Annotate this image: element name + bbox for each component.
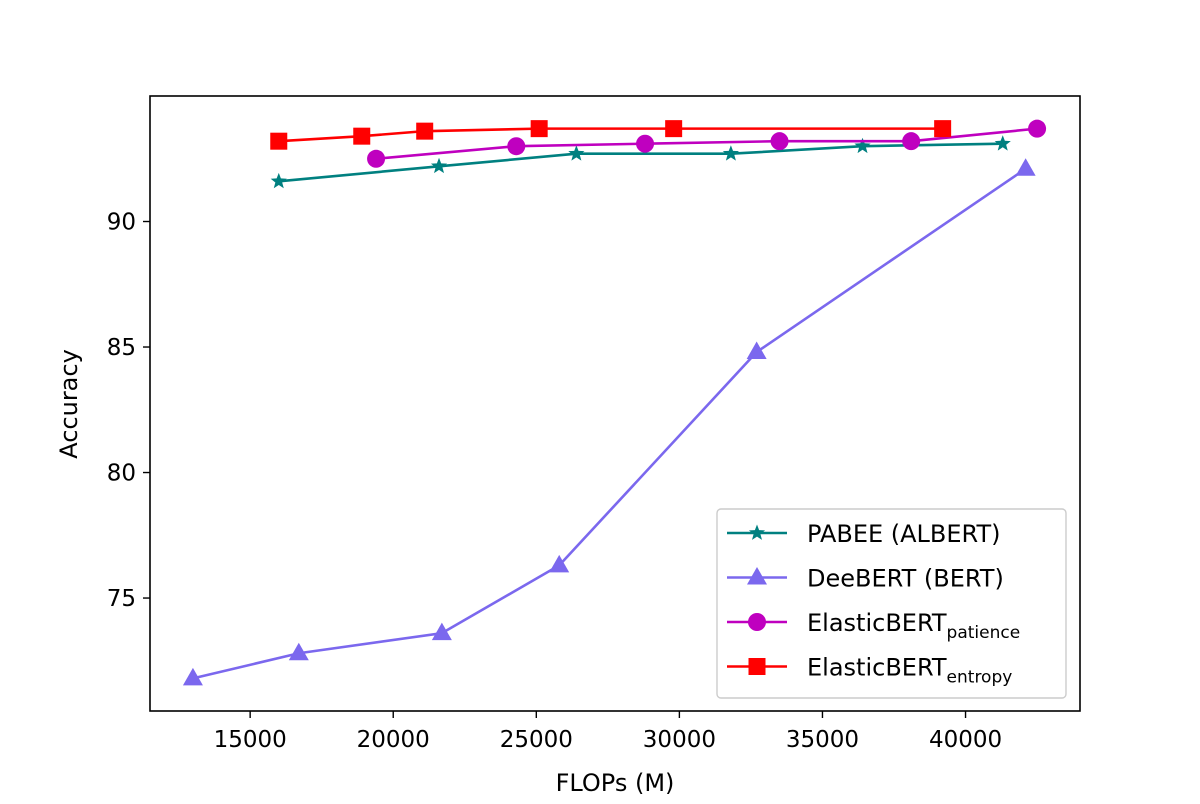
data-point: [934, 120, 952, 138]
legend-marker: [748, 658, 766, 675]
series-line: [375, 127, 1038, 161]
data-point: [770, 132, 789, 151]
data-point: [636, 134, 655, 153]
data-point: [665, 120, 683, 138]
series-line: [192, 167, 1027, 680]
data-point: [746, 341, 767, 360]
x-axis: 15000 20000 25000 30000 35000 40000: [214, 711, 1002, 753]
y-axis: 75 80 85 90: [107, 210, 150, 612]
legend: PABEE (ALBERT) DeeBERT (BERT) ElasticBERTp…: [716, 508, 1067, 699]
data-point: [507, 137, 526, 156]
legend-marker: [748, 524, 766, 540]
y-axis-label: Accuracy: [55, 349, 83, 459]
legend-item: PABEE (ALBERT): [727, 520, 1001, 548]
data-point: [431, 622, 452, 641]
data-point: [854, 137, 871, 154]
data-point: [568, 145, 585, 161]
x-tick-label: 30000: [643, 727, 716, 753]
series-2: [182, 158, 1036, 686]
y-tick-label: 75: [107, 586, 136, 612]
series-line: [278, 142, 1003, 183]
legend-label: ElasticBERTentropy: [807, 654, 1012, 688]
series-1: [270, 135, 1011, 189]
data-point: [270, 172, 287, 189]
legend-item: ElasticBERTpatience: [727, 609, 1020, 643]
data-point: [430, 157, 448, 174]
series-4: [270, 120, 952, 150]
series-line: [278, 127, 943, 143]
legend-label: PABEE (ALBERT): [807, 520, 1001, 548]
legend-box: [716, 508, 1067, 699]
plot-frame: [149, 95, 1081, 712]
y-tick-label: 85: [107, 335, 136, 361]
data-point: [288, 642, 309, 661]
series-layer: [182, 119, 1047, 686]
data-point: [549, 554, 570, 573]
x-tick-label: 35000: [786, 727, 859, 753]
legend-marker: [747, 567, 767, 585]
series-3: [367, 119, 1047, 168]
legend-marker: [748, 613, 766, 631]
data-point: [722, 145, 739, 161]
legend-label: ElasticBERTpatience: [807, 609, 1020, 643]
legend-item: ElasticBERTentropy: [727, 654, 1012, 688]
data-point: [367, 149, 386, 168]
data-point: [182, 667, 203, 686]
data-point: [902, 132, 921, 151]
legend-label: DeeBERT (BERT): [807, 565, 1004, 593]
data-point: [270, 132, 288, 150]
x-tick-label: 40000: [929, 727, 1002, 753]
x-tick-label: 15000: [214, 727, 287, 753]
data-point: [1015, 158, 1036, 176]
x-axis-label: FLOPs (M): [556, 769, 675, 797]
data-point: [994, 135, 1011, 151]
data-point: [416, 122, 434, 140]
data-point: [530, 120, 548, 138]
y-tick-label: 80: [107, 461, 136, 487]
x-tick-label: 20000: [357, 727, 430, 753]
x-tick-label: 25000: [500, 727, 573, 753]
legend-item: DeeBERT (BERT): [727, 565, 1004, 593]
data-point: [1028, 119, 1047, 138]
y-tick-label: 90: [107, 210, 136, 236]
data-point: [353, 127, 371, 145]
